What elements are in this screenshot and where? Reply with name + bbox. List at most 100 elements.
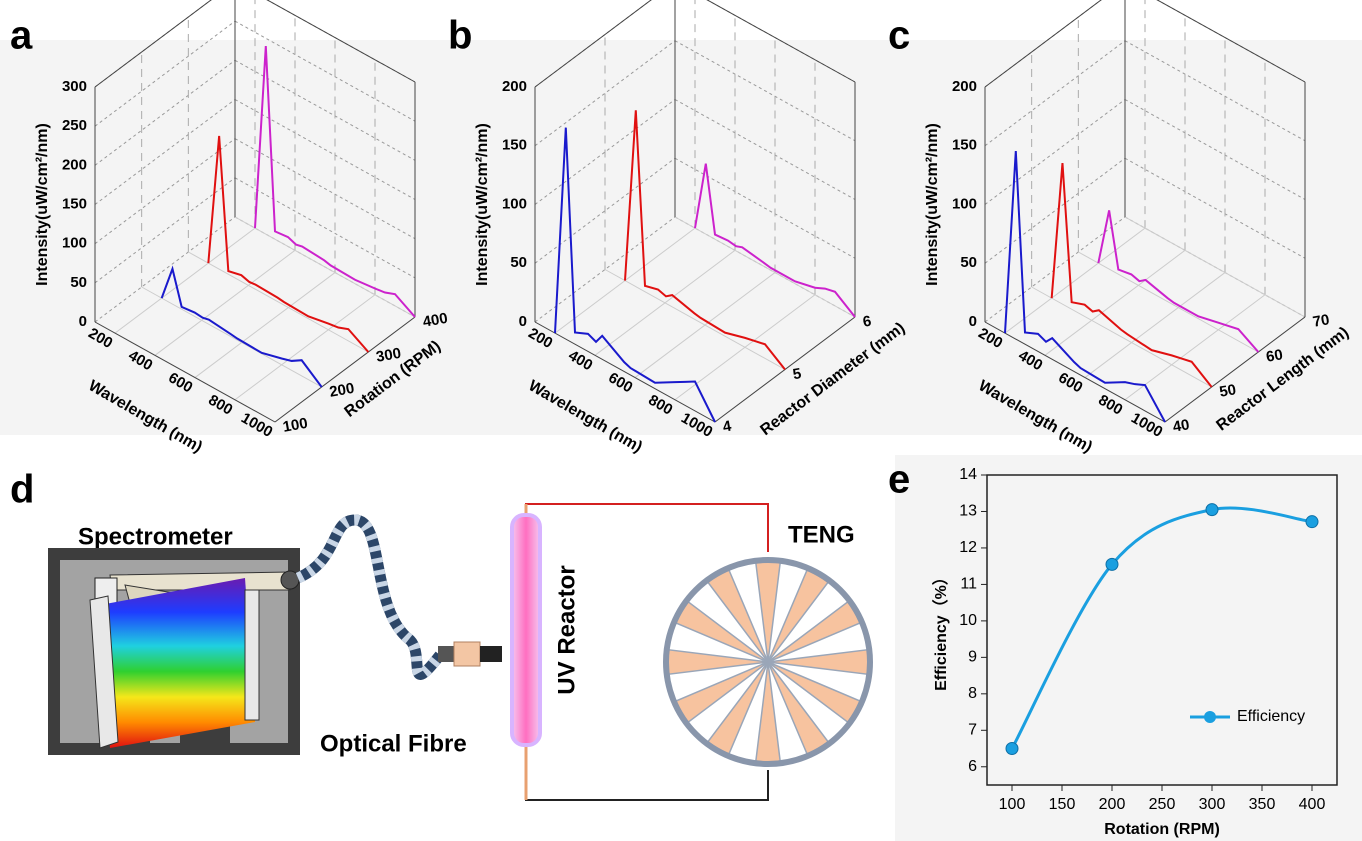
spectrum <box>624 110 786 371</box>
y-tick-label: 150 <box>62 195 87 212</box>
panel-label: b <box>448 14 472 58</box>
y-tick-label: 50 <box>70 274 87 291</box>
grid-line <box>674 99 856 200</box>
grid-line <box>534 216 676 323</box>
connector <box>453 641 481 667</box>
teng-wheel <box>667 561 869 763</box>
grid-line <box>234 177 416 279</box>
axis-line <box>1156 0 1306 83</box>
spectrum <box>207 135 370 353</box>
grid-line <box>234 20 416 122</box>
y-tick-label: 9 <box>968 649 977 666</box>
spectrum <box>554 127 716 423</box>
axis-line <box>984 321 1166 423</box>
x-tick-label: 400 <box>1299 796 1326 813</box>
wire <box>525 503 769 552</box>
fibre <box>295 514 445 680</box>
grid-line <box>194 272 336 378</box>
grid-line <box>234 59 416 161</box>
grid-line <box>1124 294 1266 401</box>
axis-line <box>94 0 212 88</box>
grid-line <box>154 249 296 356</box>
z-tick-label: 300 <box>375 345 403 366</box>
y-tick-label: 10 <box>959 612 977 629</box>
detector <box>244 589 260 721</box>
grid-line <box>984 216 1126 323</box>
grid-line <box>141 286 322 388</box>
uv-reactor <box>510 513 542 747</box>
spectrum <box>160 265 323 388</box>
z-tick-label: 6 <box>861 313 872 331</box>
y-tick-label: 150 <box>502 137 527 154</box>
y-tick-label: 0 <box>969 313 977 330</box>
y-tick-label: 200 <box>952 78 977 95</box>
grid-line <box>94 177 236 284</box>
connector <box>438 646 454 662</box>
panel-label: c <box>888 14 910 58</box>
grid-line <box>94 20 236 127</box>
grid-line <box>1084 272 1226 378</box>
y-tick-label: 7 <box>968 722 977 739</box>
legend-marker <box>1204 711 1216 723</box>
axis-line <box>1164 316 1306 423</box>
series-line <box>1010 506 1313 750</box>
y-tick-label: 0 <box>519 313 527 330</box>
grid-line <box>1124 216 1306 318</box>
axis-line <box>534 0 652 88</box>
y-tick-label: 11 <box>960 576 977 593</box>
grid-line <box>674 40 856 142</box>
fibre-label: Optical Fibre <box>320 730 467 757</box>
grating <box>89 595 119 749</box>
grid-line <box>1044 249 1186 356</box>
grid-line <box>674 157 856 259</box>
grid-line <box>534 40 676 147</box>
axis-line <box>534 321 716 423</box>
grid-line <box>94 59 236 166</box>
y-tick-label: 300 <box>62 78 87 95</box>
y-tick-label: 14 <box>959 466 977 483</box>
z-tick-label: 100 <box>281 415 309 436</box>
grid-line <box>1124 157 1306 259</box>
grid-line <box>984 157 1126 264</box>
point <box>1205 503 1219 517</box>
grid-line <box>234 99 416 200</box>
grid-line <box>188 251 369 353</box>
z-tick-label: 60 <box>1265 346 1284 366</box>
y-tick-label: 13 <box>959 503 977 520</box>
spectrum <box>254 46 416 318</box>
legend-label: Efficiency <box>1237 708 1305 725</box>
z-tick-label: 400 <box>421 310 449 331</box>
x-tick-label: 300 <box>1199 796 1226 813</box>
z-tick-label: 5 <box>791 365 802 383</box>
z-tick-label: 4 <box>721 418 733 436</box>
spectrum <box>100 578 255 748</box>
grid-line <box>1078 251 1259 353</box>
y-tick-label: 6 <box>968 758 977 775</box>
grid-line <box>1124 99 1306 200</box>
y-tick-label: 100 <box>62 235 87 252</box>
grid-line <box>534 157 676 264</box>
point <box>1005 742 1019 756</box>
y-tick-label: 0 <box>79 313 87 330</box>
grid-line <box>674 216 856 318</box>
y-tick-label: 8 <box>968 685 977 702</box>
x-tick-label: 100 <box>999 796 1026 813</box>
grid-line <box>604 269 786 370</box>
y-tick-label: 200 <box>62 156 87 173</box>
spectrometer-label: Spectrometer <box>78 523 233 550</box>
spectrum <box>1050 163 1213 388</box>
y-tick-label: 100 <box>952 195 977 212</box>
teng-label: TENG <box>788 521 855 548</box>
connector <box>480 646 502 662</box>
y-tick-label: 50 <box>510 254 527 271</box>
z-tick-label: 40 <box>1171 416 1190 436</box>
grid-line <box>1004 227 1146 334</box>
x-axis-title: Rotation (RPM) <box>1104 821 1220 838</box>
grid-line <box>114 227 256 334</box>
z-tick-label: 70 <box>1311 311 1330 331</box>
grid-line <box>234 294 376 401</box>
spectrum <box>1097 210 1260 353</box>
y-tick-label: 50 <box>960 254 977 271</box>
grid-line <box>234 138 416 240</box>
